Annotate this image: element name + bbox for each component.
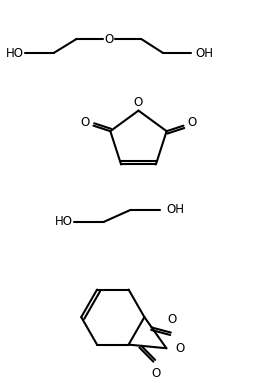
Text: O: O [104,33,113,46]
Text: O: O [80,116,89,129]
Text: OH: OH [166,204,184,216]
Text: OH: OH [196,46,214,60]
Text: HO: HO [55,215,73,228]
Text: O: O [187,116,197,129]
Text: HO: HO [6,46,24,60]
Text: O: O [175,342,185,355]
Text: O: O [167,313,176,325]
Text: O: O [152,367,161,380]
Text: O: O [134,96,143,109]
